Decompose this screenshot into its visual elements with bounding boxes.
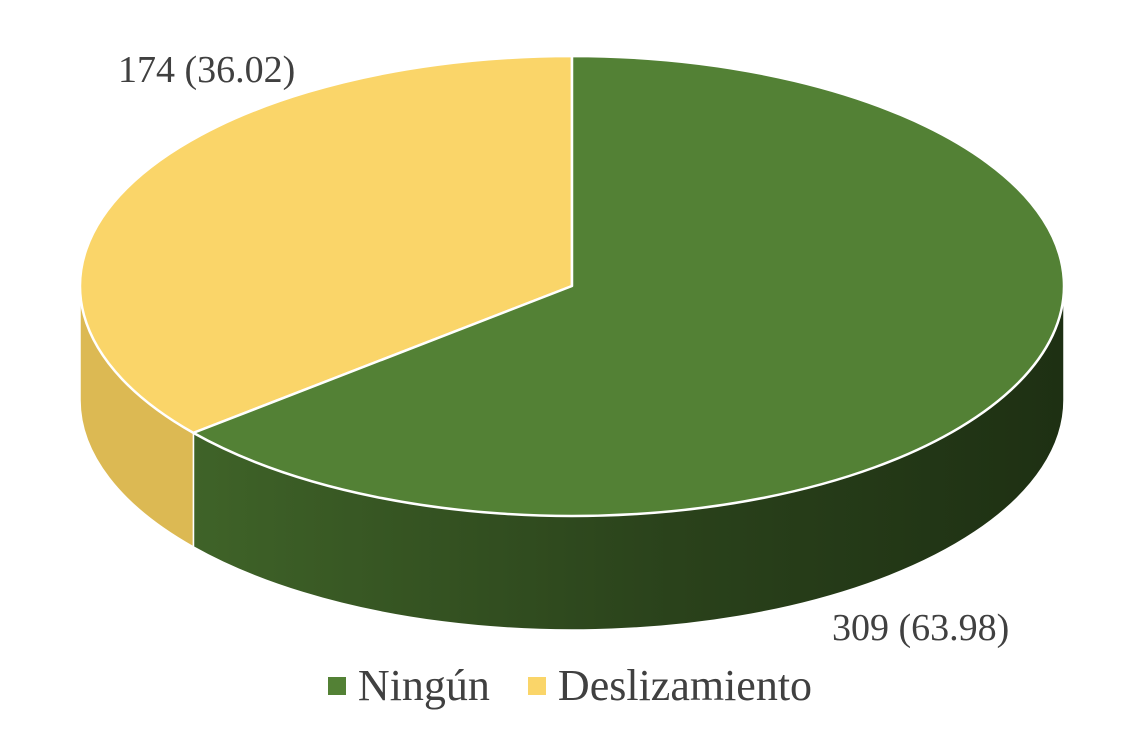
- legend-label-ningun: Ningún: [357, 661, 490, 710]
- pie-slice-ningun: [192, 54, 1066, 518]
- legend-item-ningun: Ningún: [327, 661, 490, 710]
- legend-item-deslizamiento: Deslizamiento: [527, 661, 813, 710]
- data-label-deslizamiento: 174 (36.02): [118, 49, 295, 91]
- legend: Ningún Deslizamiento: [0, 656, 1140, 716]
- data-labels: 174 (36.02) 309 (63.98): [118, 49, 1009, 649]
- legend-label-deslizamiento: Deslizamiento: [557, 661, 813, 710]
- legend-swatch-ningun: [327, 677, 346, 695]
- data-label-ningun: 309 (63.98): [832, 607, 1009, 649]
- pie-slice-deslizamiento: [78, 54, 574, 435]
- legend-swatch-deslizamiento: [527, 677, 546, 695]
- pie-3d-group: [78, 54, 1066, 631]
